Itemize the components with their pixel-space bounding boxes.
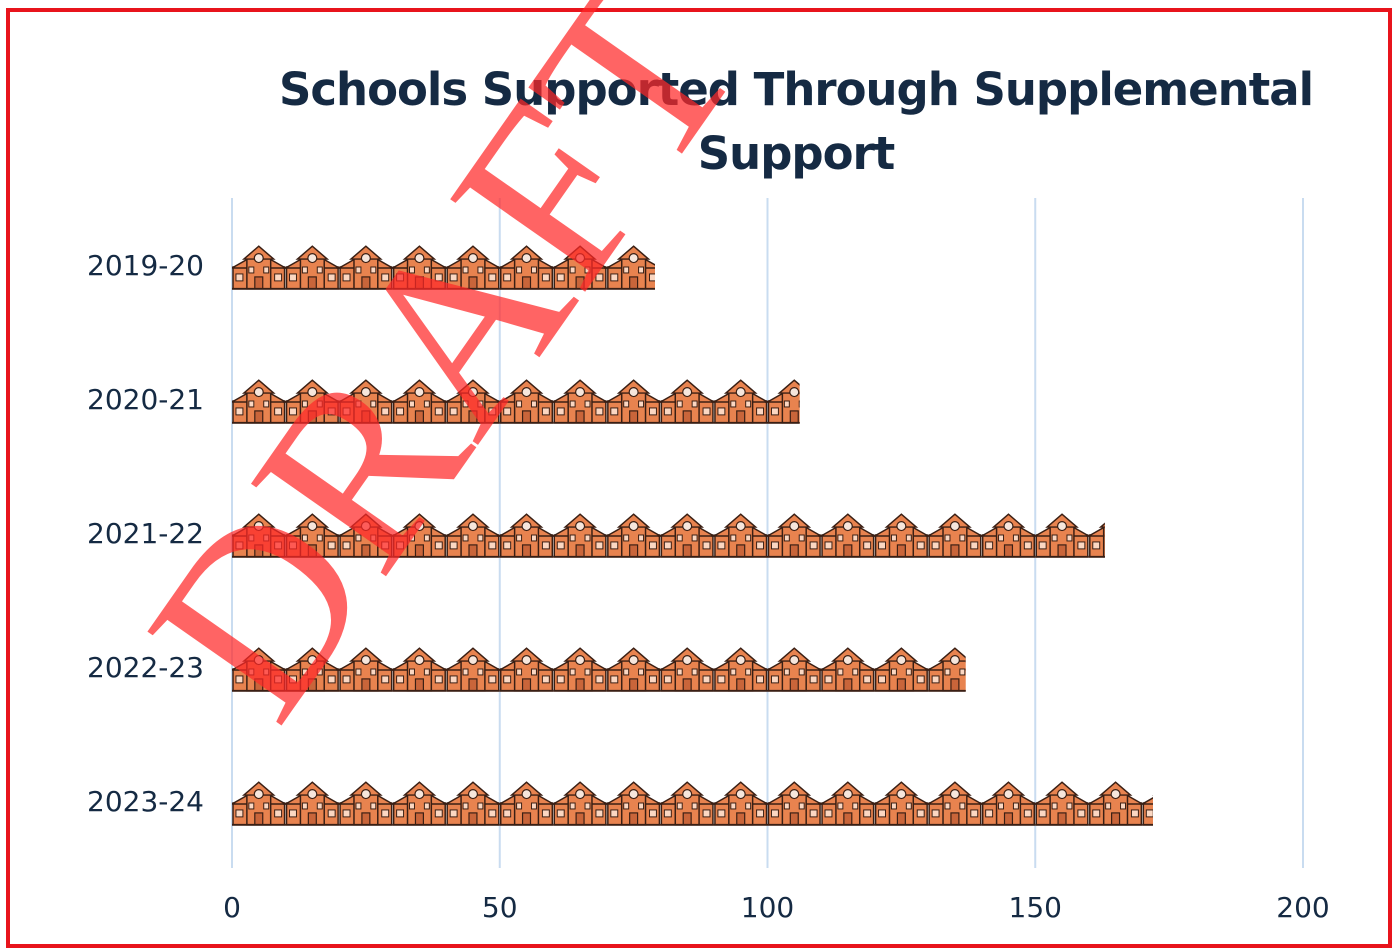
school-icon	[766, 647, 823, 692]
school-icon	[873, 513, 930, 558]
school-icon	[820, 513, 876, 558]
school-icon	[552, 245, 608, 290]
school-icon	[659, 513, 715, 558]
school-icon	[873, 781, 930, 826]
pictograph-bar	[232, 781, 1154, 826]
chart-title: Schools Supported Through Supplemental S…	[278, 63, 1314, 180]
school-icon	[605, 781, 662, 826]
school-icon	[659, 781, 715, 826]
school-icon	[1034, 513, 1090, 558]
school-icon	[1087, 781, 1144, 826]
school-icon	[232, 647, 287, 692]
pictograph-bar	[232, 245, 656, 290]
school-icon	[552, 781, 608, 826]
school-icon	[338, 245, 394, 290]
pictograph-bar	[232, 379, 800, 424]
school-icon	[391, 245, 448, 290]
school-icon	[1087, 513, 1105, 558]
x-tick-label: 200	[1276, 891, 1329, 924]
school-icon	[552, 379, 608, 424]
school-icon	[338, 379, 394, 424]
x-tick-label: 0	[223, 891, 241, 924]
school-icon	[232, 379, 287, 424]
school-icon	[659, 647, 715, 692]
school-icon	[284, 245, 341, 290]
school-icon	[873, 647, 930, 692]
school-icon	[232, 781, 287, 826]
school-icon	[605, 245, 656, 290]
school-icon	[445, 379, 501, 424]
school-icon	[445, 781, 501, 826]
school-icon	[391, 647, 448, 692]
school-icon	[391, 513, 448, 558]
school-icon	[1141, 781, 1154, 826]
school-icon	[980, 781, 1037, 826]
school-icon	[498, 513, 555, 558]
school-icon	[284, 513, 341, 558]
school-icon	[284, 379, 341, 424]
y-category-label: 2023-24	[87, 785, 204, 818]
school-icon	[445, 245, 501, 290]
school-icon	[552, 513, 608, 558]
school-icon	[927, 513, 983, 558]
x-tick-label: 150	[1009, 891, 1062, 924]
school-icon	[498, 647, 555, 692]
school-icon	[284, 781, 341, 826]
school-icon	[766, 781, 823, 826]
school-icon	[552, 647, 608, 692]
school-icon	[445, 647, 501, 692]
school-icon	[338, 647, 394, 692]
school-icon	[1034, 781, 1090, 826]
school-icon	[498, 245, 555, 290]
school-icon	[338, 513, 394, 558]
pictograph-bar	[232, 513, 1105, 558]
x-tick-label: 50	[482, 891, 518, 924]
school-icon	[232, 245, 287, 290]
school-icon	[445, 513, 501, 558]
school-icon	[284, 647, 341, 692]
school-icon	[712, 647, 769, 692]
school-icon	[659, 379, 715, 424]
pictograph-bar	[232, 647, 966, 692]
school-icon	[712, 379, 769, 424]
school-icon	[820, 647, 876, 692]
x-tick-label: 100	[741, 891, 794, 924]
y-category-label: 2022-23	[87, 651, 204, 684]
school-icon	[391, 379, 448, 424]
school-icon	[980, 513, 1037, 558]
school-icon	[605, 513, 662, 558]
school-icon	[498, 781, 555, 826]
school-icon	[927, 647, 966, 692]
school-icon	[605, 647, 662, 692]
y-category-label: 2020-21	[87, 383, 204, 416]
school-icon	[712, 781, 769, 826]
school-icon	[605, 379, 662, 424]
school-icon	[232, 513, 287, 558]
school-icon	[927, 781, 983, 826]
y-category-label: 2021-22	[87, 517, 204, 550]
school-icon	[766, 513, 823, 558]
school-icon	[498, 379, 555, 424]
school-icon	[391, 781, 448, 826]
school-icon	[766, 379, 800, 424]
y-category-label: 2019-20	[87, 249, 204, 282]
school-icon	[820, 781, 876, 826]
school-icon	[338, 781, 394, 826]
school-icon	[712, 513, 769, 558]
